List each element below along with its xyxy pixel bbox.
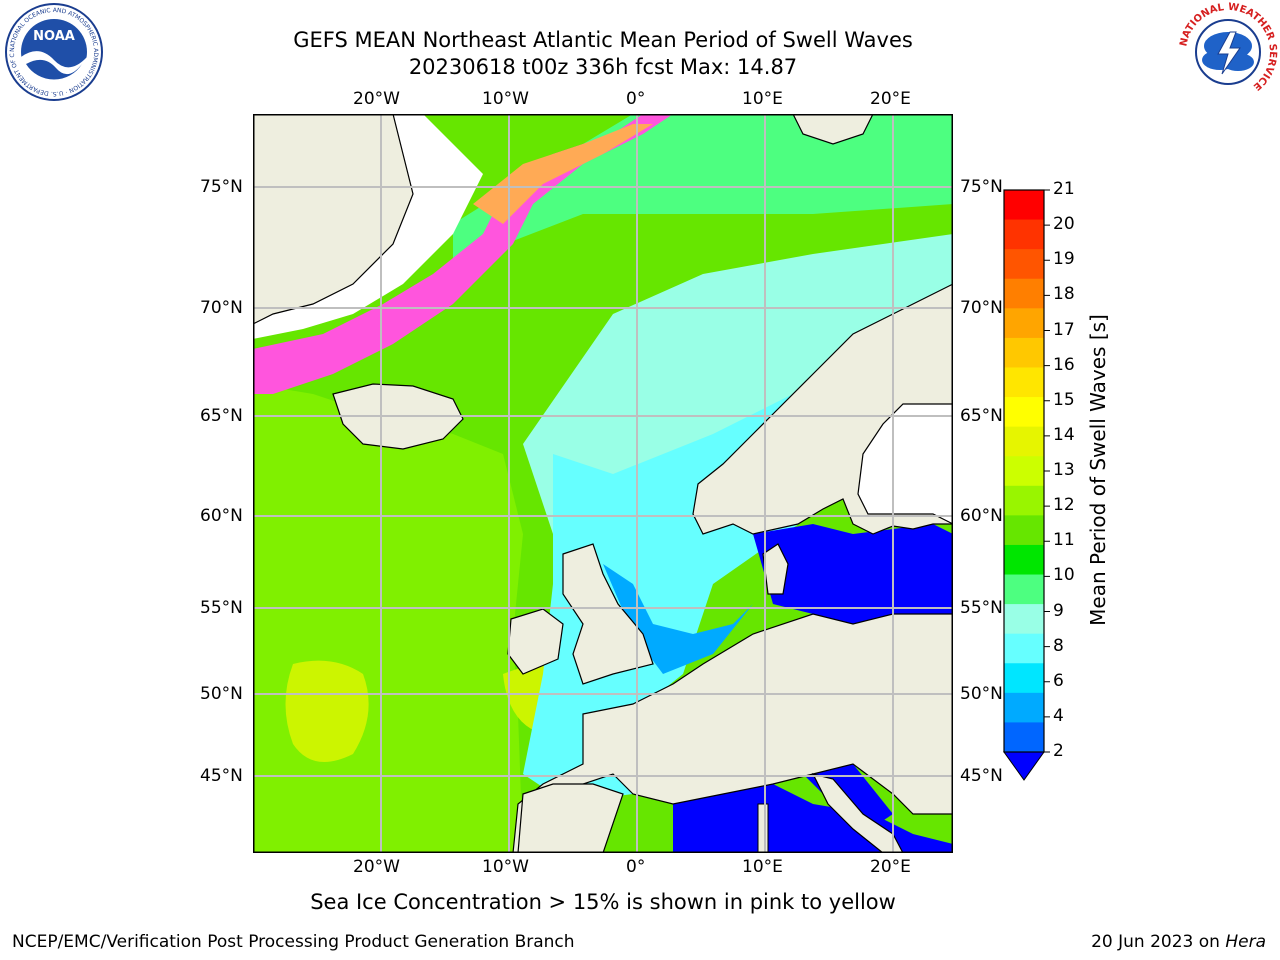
colorbar-band bbox=[1004, 337, 1044, 368]
colorbar-tick-label: 13 bbox=[1053, 460, 1075, 480]
colorbar-tick-label: 8 bbox=[1053, 635, 1064, 656]
lat-label-left: 70°N bbox=[200, 298, 243, 318]
colorbar-band bbox=[1004, 633, 1044, 664]
lon-label-bottom: 10°W bbox=[482, 857, 529, 877]
denmark bbox=[762, 543, 789, 595]
lat-label-right: 75°N bbox=[960, 177, 1003, 197]
colorbar-band bbox=[1004, 485, 1044, 516]
colorbar-band bbox=[1004, 604, 1044, 635]
lat-label-right: 55°N bbox=[960, 598, 1003, 618]
colorbar-ticks bbox=[1044, 189, 1050, 753]
colorbar-tick-label: 6 bbox=[1053, 670, 1064, 691]
lat-label-left: 65°N bbox=[200, 406, 243, 426]
footer-credit: NCEP/EMC/Verification Post Processing Pr… bbox=[12, 932, 575, 952]
footer-host: Hera bbox=[1225, 932, 1266, 952]
colorbar-tick-label: 9 bbox=[1053, 600, 1064, 621]
colorbar-band bbox=[1004, 544, 1044, 576]
colorbar-band bbox=[1004, 190, 1044, 221]
map-border bbox=[253, 114, 953, 853]
ocean-field-yellow-west bbox=[285, 660, 369, 762]
colorbar-band bbox=[1004, 456, 1044, 487]
italy bbox=[811, 773, 904, 853]
nws-logo: NATIONAL WEATHER SERVICE bbox=[1178, 2, 1278, 100]
colorbar-tick-label: 21 bbox=[1053, 179, 1075, 199]
colorbar-tick-label: 12 bbox=[1053, 495, 1075, 516]
gulf-of-bothnia bbox=[857, 403, 953, 525]
colorbar-extend-arrow bbox=[1003, 751, 1045, 781]
colorbar-band bbox=[1004, 219, 1044, 250]
lon-label-top: 10°W bbox=[482, 89, 529, 109]
colorbar-tick-label: 19 bbox=[1053, 249, 1075, 270]
lat-label-right: 60°N bbox=[960, 506, 1003, 526]
lat-label-left: 60°N bbox=[200, 506, 243, 526]
chart-title: GEFS MEAN Northeast Atlantic Mean Period… bbox=[293, 28, 913, 52]
colorbar-tick-label: 14 bbox=[1053, 424, 1075, 445]
baltic-sea bbox=[753, 524, 953, 624]
lon-label-top: 10°E bbox=[742, 89, 783, 109]
colorbar-tick-label: 16 bbox=[1053, 354, 1075, 375]
lat-label-left: 75°N bbox=[200, 177, 243, 197]
lat-label-right: 70°N bbox=[960, 298, 1003, 318]
colorbar bbox=[1003, 189, 1050, 781]
lat-label-right: 65°N bbox=[960, 406, 1003, 426]
lat-label-left: 50°N bbox=[200, 684, 243, 704]
great-britain bbox=[562, 543, 654, 685]
ocean-field-west bbox=[253, 384, 523, 853]
swell-period-map bbox=[253, 114, 953, 853]
lon-label-bottom: 10°E bbox=[742, 857, 783, 877]
lon-label-bottom: 20°E bbox=[870, 857, 911, 877]
colorbar-band bbox=[1004, 574, 1044, 605]
lon-label-bottom: 0° bbox=[626, 857, 646, 877]
colorbar-tick-label: 11 bbox=[1053, 530, 1075, 551]
colorbar-tick-label: 20 bbox=[1053, 214, 1075, 235]
map-graticule bbox=[253, 114, 953, 853]
colorbar-band bbox=[1004, 426, 1044, 457]
colorbar-band bbox=[1004, 663, 1044, 694]
iberia bbox=[517, 783, 624, 853]
colorbar-tick-label: 18 bbox=[1053, 284, 1075, 305]
colorbar-bands bbox=[1004, 190, 1044, 753]
svalbard bbox=[792, 114, 874, 145]
footer-date-text: 20 Jun 2023 on bbox=[1091, 932, 1226, 952]
noaa-logo: NATIONAL OCEANIC AND ATMOSPHERIC ADMINIS… bbox=[4, 2, 103, 101]
sardinia bbox=[757, 803, 769, 853]
footer-date: 20 Jun 2023 on Hera bbox=[1091, 932, 1266, 952]
noaa-text: NOAA bbox=[33, 29, 75, 44]
ocean-field-coastal bbox=[603, 564, 753, 674]
chart-subtitle: 20230618 t00z 336h fcst Max: 14.87 bbox=[408, 55, 798, 79]
colorbar-tick-label: 2 bbox=[1053, 741, 1064, 761]
greenland bbox=[253, 114, 414, 325]
colorbar-tick-label: 4 bbox=[1053, 705, 1064, 726]
colorbar-band bbox=[1004, 249, 1044, 280]
lon-label-top: 0° bbox=[626, 89, 646, 109]
colorbar-band bbox=[1004, 515, 1044, 546]
lat-label-left: 45°N bbox=[200, 766, 243, 786]
continental-europe bbox=[512, 613, 953, 853]
colorbar-band bbox=[1004, 308, 1044, 339]
lat-label-right: 45°N bbox=[960, 766, 1003, 786]
colorbar-tick-label: 15 bbox=[1053, 389, 1075, 410]
colorbar-tick-label: 10 bbox=[1053, 565, 1075, 586]
colorbar-label: Mean Period of Swell Waves [s] bbox=[1086, 314, 1110, 626]
colorbar-tick-label: 17 bbox=[1053, 319, 1075, 340]
colorbar-band bbox=[1004, 397, 1044, 428]
lat-label-left: 55°N bbox=[200, 598, 243, 618]
sea-ice-orange bbox=[473, 124, 653, 224]
sea-ice-pink bbox=[253, 114, 673, 394]
lon-label-top: 20°W bbox=[353, 89, 400, 109]
lat-label-right: 50°N bbox=[960, 684, 1003, 704]
colorbar-band bbox=[1004, 692, 1044, 723]
lon-label-bottom: 20°W bbox=[353, 857, 400, 877]
lon-label-top: 20°E bbox=[870, 89, 911, 109]
colorbar-band bbox=[1004, 278, 1044, 309]
colorbar-band bbox=[1004, 367, 1044, 398]
sea-ice-note: Sea Ice Concentration > 15% is shown in … bbox=[310, 890, 896, 914]
colorbar-band bbox=[1004, 722, 1044, 753]
